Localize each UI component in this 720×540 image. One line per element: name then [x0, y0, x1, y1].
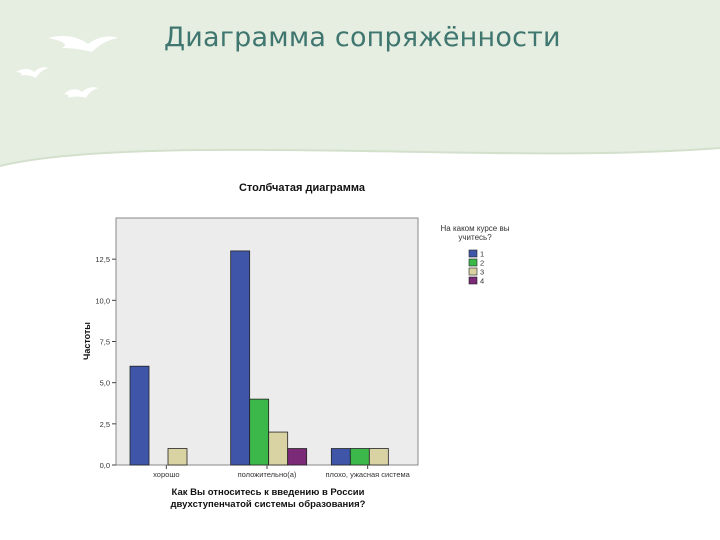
legend-label-4: 4 [480, 277, 484, 286]
y-tick-label: 12,5 [95, 255, 110, 264]
bar-series-3 [368, 448, 389, 466]
header-band-shape [0, 0, 720, 166]
legend-title: На каком курсе вы [441, 224, 510, 233]
legend-swatch-3 [468, 267, 478, 276]
legend-swatch-4 [468, 276, 478, 285]
bird-icon [64, 87, 98, 98]
y-tick-label: 10,0 [95, 296, 110, 305]
bar-series-3 [268, 431, 289, 466]
bar-series-1 [230, 250, 251, 466]
y-tick-label: 5,0 [100, 379, 110, 388]
bird-icon [16, 67, 48, 78]
bar-series-2 [349, 448, 370, 466]
x-tick-label: положительно(а) [238, 470, 297, 479]
x-axis-label: двухступенчатой системы образования? [171, 499, 366, 510]
chart-title: Столбчатая диаграмма [239, 182, 366, 194]
y-tick-label: 0,0 [100, 461, 110, 470]
legend-swatch-1 [468, 249, 478, 258]
legend-label-2: 2 [480, 259, 484, 268]
y-tick-label: 2,5 [100, 420, 110, 429]
y-axis-label: Частоты [82, 322, 92, 360]
bar-series-2 [249, 398, 270, 466]
header-band-edge [0, 147, 720, 167]
legend-label-3: 3 [480, 268, 484, 277]
bar-series-1 [129, 365, 150, 466]
slide-title: Диаграмма сопряжённости [164, 22, 561, 53]
x-tick-label: плохо, ужасная система [325, 470, 410, 479]
bar-series-3 [167, 448, 188, 466]
legend-label-1: 1 [480, 250, 484, 259]
bird-icon [48, 36, 118, 52]
legend-swatch-2 [468, 258, 478, 267]
bar-series-1 [330, 448, 351, 466]
legend-title: учитесь? [458, 233, 492, 242]
x-axis-label: Как Вы относитесь к введению в России [172, 487, 365, 498]
y-tick-label: 7,5 [100, 338, 110, 347]
x-tick-label: хорошо [153, 470, 179, 479]
bar-series-4 [287, 448, 308, 466]
header-band [0, 0, 720, 167]
